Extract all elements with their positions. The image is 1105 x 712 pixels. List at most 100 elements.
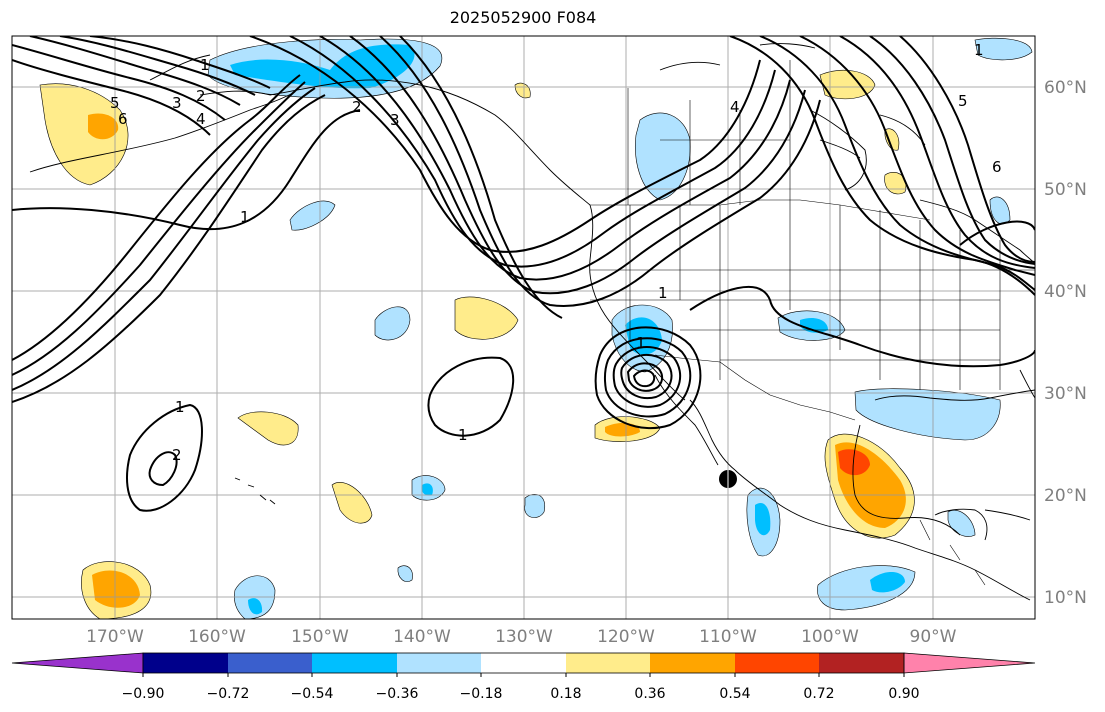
positive-anomaly-hudson — [884, 128, 900, 151]
contour-label: 2 — [172, 446, 182, 464]
colorbar-segment — [228, 653, 312, 673]
negative-anomaly-alaska-core — [230, 44, 415, 89]
cuba — [984, 509, 1031, 521]
lon-label: 170°W — [86, 627, 144, 647]
contour-low-1 — [594, 326, 702, 430]
colorbar-tick-label: −0.90 — [122, 686, 165, 702]
positive-anomaly-west-pacific — [39, 83, 129, 186]
contour-label: 5 — [110, 94, 120, 112]
contour-central-1 — [689, 285, 1035, 368]
central-america-borders — [919, 519, 986, 586]
contour-west-top-3 — [29, 36, 241, 106]
positive-anomaly-southwest-core — [92, 570, 140, 608]
colorbar-tick-label: 0.72 — [803, 686, 834, 702]
contour-label: 2 — [352, 98, 362, 116]
contour-ridge-east-5 — [869, 36, 1035, 265]
contour-label: 3 — [390, 111, 400, 129]
contour-trough-1 — [249, 36, 761, 253]
contour-oval-pacific — [427, 356, 515, 437]
contour-hawaii-2 — [148, 451, 178, 487]
aleutian-islands — [29, 91, 296, 173]
contour-trough-6 — [399, 36, 563, 319]
lon-label: 110°W — [699, 627, 757, 647]
contour-lines — [12, 36, 1035, 512]
latitude-labels: 60°N 50°N 40°N 30°N 20°N 10°N — [1044, 78, 1087, 608]
contour-low-6 — [632, 369, 656, 388]
lat-label: 40°N — [1044, 282, 1087, 302]
hawaii-islands — [234, 477, 276, 505]
contour-trough-2 — [289, 36, 776, 268]
colorbar: −0.90 −0.72 −0.54 −0.36 −0.18 0.18 0.36 … — [11, 652, 1036, 702]
lat-label: 30°N — [1044, 384, 1087, 404]
negative-anomaly-tiny — [397, 565, 413, 582]
colorbar-segments — [11, 652, 1036, 677]
negative-anomaly-south-core — [248, 598, 263, 615]
contour-label: 1 — [200, 56, 210, 74]
contour-label: 1 — [240, 208, 250, 226]
colorbar-extend-low — [11, 652, 144, 674]
state-lines — [590, 200, 1035, 390]
contour-trough-3 — [319, 36, 791, 281]
positive-anomaly-canada-north — [819, 69, 876, 100]
contour-label: 4 — [730, 98, 740, 116]
colorbar-tick-labels: −0.90 −0.72 −0.54 −0.36 −0.18 0.18 0.36 … — [122, 686, 920, 702]
negative-anomaly-ne-pacific — [289, 200, 336, 231]
gulf-coast — [852, 389, 1035, 536]
colorbar-tick-label: −0.18 — [460, 686, 503, 702]
colorbar-tick-label: −0.36 — [376, 686, 419, 702]
lon-label: 130°W — [495, 627, 553, 647]
negative-anomaly-east-coast — [989, 196, 1011, 225]
negative-anomaly-east-pacific-core — [870, 571, 905, 593]
contour-label: 3 — [172, 94, 182, 112]
lon-label: 100°W — [801, 627, 859, 647]
lon-label: 90°W — [910, 627, 957, 647]
contour-label: 4 — [196, 110, 206, 128]
canadian-provinces — [627, 60, 791, 205]
contour-trough-5 — [379, 36, 821, 307]
colorbar-outline — [142, 652, 905, 674]
contour-label: 1 — [658, 284, 668, 302]
contour-west-4 — [12, 87, 316, 391]
yucatan — [934, 508, 988, 541]
contour-trough-4 — [349, 36, 806, 295]
contour-ridge-east-4 — [839, 36, 1035, 269]
gridlines — [12, 36, 1035, 619]
colorbar-tick-label: 0.90 — [888, 686, 919, 702]
contour-west-top-5 — [89, 36, 271, 89]
negative-anomaly-canada — [635, 112, 691, 201]
contour-west-top-1 — [12, 59, 211, 136]
contour-low-2 — [603, 337, 692, 418]
lon-label: 160°W — [188, 627, 246, 647]
negative-anomaly-gulf — [854, 388, 1001, 441]
contour-label: 6 — [992, 158, 1002, 176]
lat-label: 50°N — [1044, 180, 1087, 200]
colorbar-segment — [481, 653, 566, 673]
colorbar-tick-label: 0.54 — [719, 686, 750, 702]
negative-anomaly-mid — [524, 494, 546, 518]
contour-west-5 — [12, 94, 326, 403]
lat-label: 20°N — [1044, 486, 1087, 506]
negative-anomaly-west-mexico-core — [755, 502, 771, 536]
lat-label: 10°N — [1044, 588, 1087, 608]
colorbar-segment — [819, 653, 904, 673]
colorbar-segment — [312, 653, 397, 673]
longitude-labels: 170°W 160°W 150°W 140°W 130°W 120°W 110°… — [86, 627, 957, 647]
colorbar-tick-label: −0.54 — [291, 686, 334, 702]
contour-label: 6 — [118, 110, 128, 128]
contour-ridge-east-2 — [759, 36, 1035, 291]
positive-anomaly-hawaii-north — [237, 411, 299, 446]
lon-label: 140°W — [393, 627, 451, 647]
positive-anomaly-central — [331, 482, 373, 524]
lon-label: 120°W — [597, 627, 655, 647]
contour-low-4 — [620, 354, 673, 400]
contour-ridge-east-3 — [799, 36, 1035, 276]
contour-label: 1 — [458, 426, 468, 444]
contour-label: 5 — [958, 92, 968, 110]
contour-west-2 — [12, 74, 301, 361]
negative-anomaly-central-pacific — [374, 306, 411, 341]
contour-west-3 — [12, 81, 306, 376]
lon-label: 150°W — [291, 627, 349, 647]
map-plot-area — [12, 36, 1035, 619]
negative-anomaly-central-small-core — [421, 483, 433, 496]
map-title: 2025052900 F084 — [449, 8, 597, 27]
